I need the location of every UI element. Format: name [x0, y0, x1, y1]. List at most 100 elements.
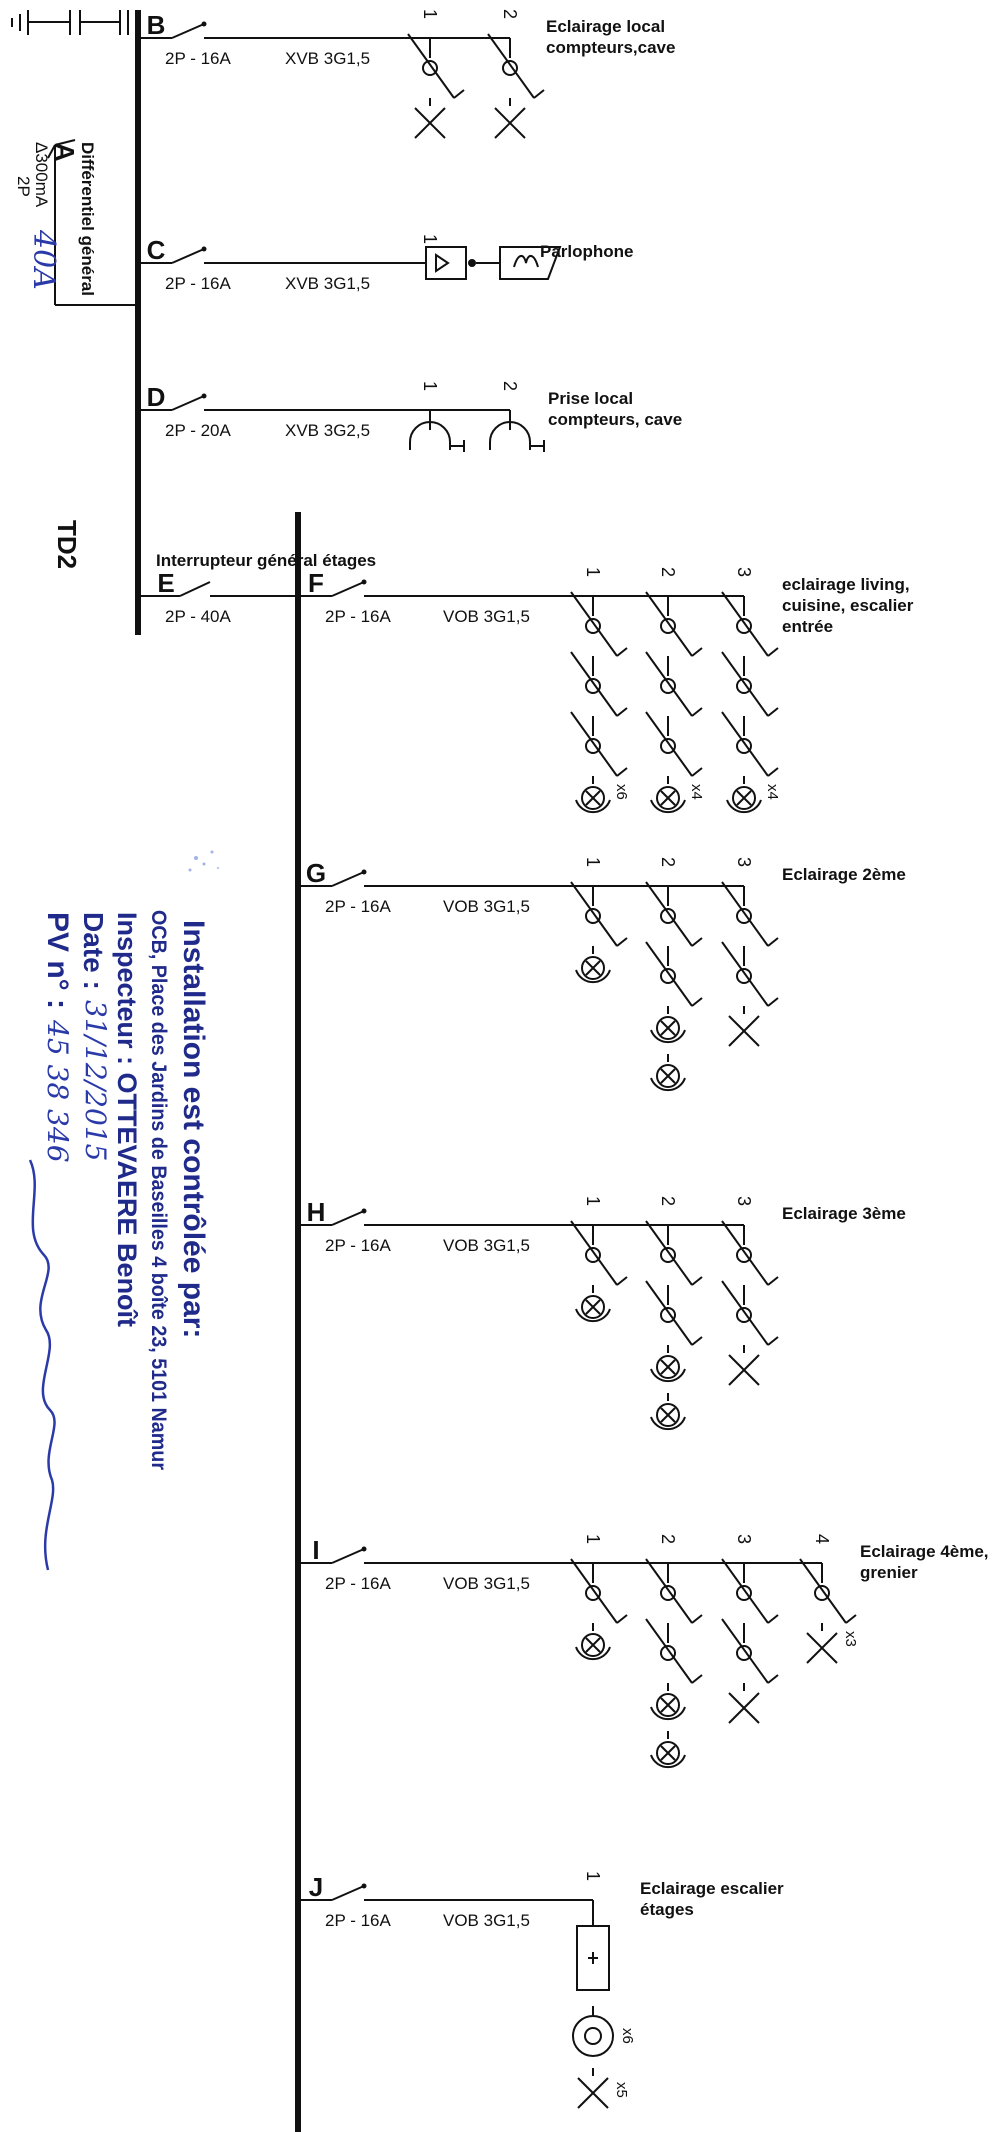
breaker-letter: J	[309, 1872, 323, 1902]
main-breaker-type: Différentiel général	[78, 142, 97, 296]
switch-contact	[585, 1585, 601, 1601]
switch-contact	[736, 738, 752, 754]
circuit-description: cuisine, escalier	[782, 596, 914, 615]
point-number: 1	[583, 567, 603, 577]
lamp-arc	[650, 1368, 686, 1383]
point-1: 1	[570, 857, 628, 984]
lamp-x-stroke	[728, 1692, 760, 1724]
main-breaker-handwritten-rating: 40A	[26, 229, 61, 290]
switch-contact	[736, 1585, 752, 1601]
switch-lever	[721, 651, 769, 717]
point-number: 1	[420, 9, 440, 19]
switch-tick	[616, 767, 628, 777]
circuits: B 2P - 16A XVB 3G1,5 Eclairage local compteu…	[138, 9, 989, 2109]
switch-lever	[570, 1220, 618, 1286]
general-switch-e: E Interrupteur général étages 2P - 40A	[138, 551, 376, 626]
lamp-cross	[736, 790, 752, 806]
intercom-box	[425, 246, 467, 280]
switch-contact	[660, 1645, 676, 1661]
cable-type: VOB 3G1,5	[443, 1911, 530, 1930]
lamp-cross	[660, 790, 676, 806]
point-number: 3	[734, 857, 754, 867]
lamp-x-stroke	[494, 107, 526, 139]
point-number: 3	[734, 1196, 754, 1206]
switch-contact	[585, 1247, 601, 1263]
point-number: 1	[420, 381, 440, 391]
breaker-blade	[331, 1548, 365, 1564]
switch-contact	[660, 738, 676, 754]
circuit-g: G 2P - 16A VOB 3G1,5 Eclairage 2ème 1 2 3	[298, 857, 906, 1092]
switch-contact	[736, 678, 752, 694]
switch-tick	[767, 1614, 779, 1624]
switch-tick	[691, 767, 703, 777]
circuit-description: compteurs,cave	[546, 38, 675, 57]
intercom-handset	[499, 246, 562, 280]
switch-lever	[570, 651, 618, 717]
switch-contact	[422, 60, 438, 76]
breaker-letter: C	[147, 235, 166, 265]
socket-arc	[489, 421, 531, 450]
switch-tick	[533, 89, 545, 99]
lamp-x-stroke	[577, 2077, 609, 2109]
switch-lever	[645, 1220, 693, 1286]
lamp-cross	[585, 960, 601, 976]
lamp-x-stroke	[806, 1632, 838, 1664]
main-breaker-poles: 2P	[14, 176, 33, 197]
breaker-pivot	[361, 1546, 367, 1552]
point-number: 1	[583, 1871, 603, 1881]
switch-lever	[645, 651, 693, 717]
switch-contact	[660, 678, 676, 694]
breaker-rating: 2P - 20A	[165, 421, 232, 440]
switch-lever	[721, 591, 769, 657]
breaker-pivot	[201, 393, 207, 399]
lamp-arc	[650, 1029, 686, 1044]
switch-contact	[660, 618, 676, 634]
breaker-letter: I	[312, 1535, 319, 1565]
switch-lever	[721, 1220, 769, 1286]
timer-box	[576, 1925, 610, 1991]
switch-tick	[691, 1336, 703, 1346]
switch-lever	[645, 711, 693, 777]
cable-type: XVB 3G1,5	[285, 274, 370, 293]
circuit-c: C 2P - 16A XVB 3G1,5 Parlophone 1	[138, 234, 634, 293]
board-title: TD2	[52, 520, 82, 569]
pushbutton-inner	[584, 2027, 602, 2045]
switch-lever	[645, 1558, 693, 1624]
switch-contact	[660, 1307, 676, 1323]
circuit-description: étages	[640, 1900, 694, 1919]
switch-lever	[645, 1618, 693, 1684]
breaker-letter: D	[147, 382, 166, 412]
switch-tick	[691, 1674, 703, 1684]
switch-lever	[721, 941, 769, 1007]
switch-tick	[616, 1276, 628, 1286]
switch-lever	[570, 881, 618, 947]
switch-contact	[660, 1247, 676, 1263]
circuit-description: Eclairage 2ème	[782, 865, 906, 884]
circuit-description: Parlophone	[540, 242, 634, 261]
breaker-pivot	[361, 1883, 367, 1889]
switch-tick	[767, 707, 779, 717]
point-multiplier: x5	[613, 2082, 630, 2098]
lamp-x-stroke	[728, 1354, 760, 1386]
circuit-f: F2P - 16A VOB 3G1,5 eclairage living, cuisi…	[298, 567, 914, 814]
point-multiplier: x3	[842, 1631, 859, 1647]
point-multiplier: x6	[613, 784, 630, 800]
switch-lever	[570, 711, 618, 777]
lamp-arc	[726, 799, 762, 814]
point-1: 1 x6	[570, 567, 630, 814]
circuit-j: J2P - 16A VOB 3G1,5 Eclairage escalier étag…	[298, 1871, 784, 2109]
cable-type: VOB 3G1,5	[443, 1574, 530, 1593]
switch-tick	[767, 997, 779, 1007]
circuit-h: H 2P - 16A VOB 3G1,5 Eclairage 3ème 1 2 3	[298, 1196, 906, 1431]
switch-lever	[721, 1558, 769, 1624]
switch-tick	[691, 647, 703, 657]
lamp-cross	[660, 1407, 676, 1423]
breaker-letter: F	[308, 568, 324, 598]
breaker-blade	[331, 581, 365, 597]
switch-contact	[585, 908, 601, 924]
circuit-description: grenier	[860, 1563, 918, 1582]
switch-tick	[767, 1336, 779, 1346]
point-number: 2	[658, 1196, 678, 1206]
point-number: 3	[734, 1534, 754, 1544]
switch-tick	[767, 647, 779, 657]
